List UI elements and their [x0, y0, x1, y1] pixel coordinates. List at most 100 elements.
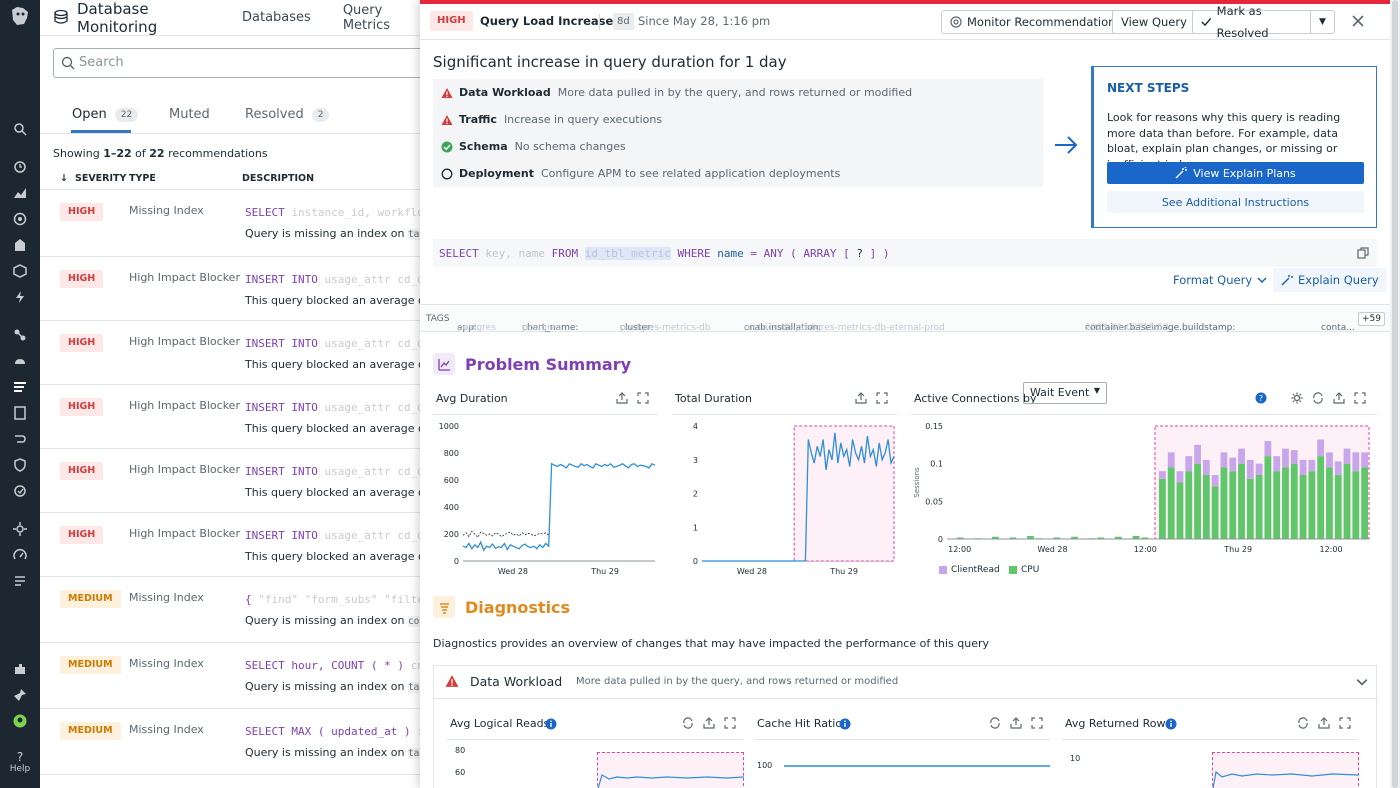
table-row[interactable]: HIGH High Impact Blocker INSERT INTO usage…: [40, 449, 420, 513]
cache-hit-ratio-widget: Cache Hit Ratio 100: [754, 717, 1050, 788]
bar-clientread: [1229, 457, 1237, 472]
table-row[interactable]: HIGH High Impact Blocker INSERT INTO usage…: [40, 321, 420, 385]
legend-cpu[interactable]: CPU: [1009, 565, 1039, 575]
expand-icon[interactable]: [876, 392, 888, 404]
tab-query-metrics[interactable]: Query Metrics: [342, 2, 391, 33]
help-nav-item[interactable]: ? Help: [0, 750, 40, 774]
security-nav-icon[interactable]: [10, 456, 30, 474]
scrollbar-thumb[interactable]: [1392, 0, 1398, 788]
recommendation-type: High Impact Blocker: [129, 271, 240, 284]
table-row[interactable]: HIGH High Impact Blocker INSERT INTO usage…: [40, 257, 420, 321]
expand-icon[interactable]: [1354, 392, 1366, 404]
monitor-recommendation-button[interactable]: Monitor Recommendation: [941, 10, 1125, 34]
settings-nav-icon[interactable]: [10, 520, 30, 538]
table-row[interactable]: MEDIUM Missing Index SELECT MAX ( updated_…: [40, 709, 420, 775]
dashboards-nav-icon[interactable]: [10, 184, 30, 202]
view-explain-plans-button[interactable]: View Explain Plans: [1107, 162, 1364, 184]
info-icon[interactable]: [839, 718, 851, 730]
monitors-nav-icon[interactable]: [10, 236, 30, 254]
explain-query-button[interactable]: Explain Query: [1273, 268, 1387, 292]
widget-icons: [682, 717, 736, 729]
y-tick-label: 4: [693, 422, 698, 431]
highlight-region: [597, 752, 744, 788]
table-row[interactable]: HIGH High Impact Blocker INSERT INTO usage…: [40, 513, 420, 577]
sync-icon[interactable]: [1297, 717, 1309, 729]
column-severity[interactable]: SEVERITY: [75, 173, 127, 184]
expand-icon[interactable]: [637, 392, 649, 404]
x-tick-label: Thu 29: [829, 567, 858, 576]
performance-nav-icon[interactable]: [10, 546, 30, 564]
sync-icon[interactable]: [682, 717, 694, 729]
table-row[interactable]: MEDIUM Missing Index SELECT hour, COUNT ( …: [40, 643, 420, 709]
share-icon[interactable]: [703, 717, 715, 729]
share-icon[interactable]: [1010, 717, 1022, 729]
info-icon[interactable]: [545, 718, 557, 730]
recommendation-type: Missing Index: [129, 591, 204, 604]
active-connections-chart: Sessions 0 0.05 0.1 0.15 12:00 Wed 28 12:00 Thu …: [913, 422, 1370, 554]
integrations-bottom-icon[interactable]: [10, 660, 30, 678]
more-tags-button[interactable]: +59: [1358, 312, 1385, 326]
pin-nav-icon[interactable]: [10, 686, 30, 704]
expand-icon[interactable]: [1031, 717, 1043, 729]
share-icon[interactable]: [1318, 717, 1330, 729]
integrations-nav-icon[interactable]: [10, 262, 30, 280]
table-row[interactable]: HIGH Missing Index SELECT instance_id, wor…: [40, 190, 420, 257]
column-type[interactable]: TYPE: [129, 173, 156, 184]
events-nav-icon[interactable]: [10, 288, 30, 306]
format-query-dropdown[interactable]: Format Query: [1173, 273, 1267, 287]
segment-open[interactable]: Open 22: [72, 107, 139, 122]
segment-resolved[interactable]: Resolved 2: [245, 107, 330, 122]
view-query-button[interactable]: View Query: [1112, 10, 1196, 34]
recent-nav-icon[interactable]: [10, 158, 30, 176]
table-row[interactable]: MEDIUM Missing Index { "find" "form_subs" …: [40, 577, 420, 643]
sort-arrow-icon[interactable]: ↓: [60, 173, 68, 184]
notebooks-nav-icon[interactable]: [10, 404, 30, 422]
ci-nav-icon[interactable]: [10, 572, 30, 590]
sync-icon[interactable]: [989, 717, 1001, 729]
age-badge: 8d: [613, 13, 634, 30]
share-icon[interactable]: [855, 392, 867, 404]
column-description[interactable]: DESCRIPTION: [242, 173, 315, 184]
resolve-dropdown-chevron-icon[interactable]: ▼: [1310, 11, 1334, 33]
share-icon[interactable]: [616, 392, 628, 404]
divider: [447, 739, 743, 740]
widget-title: Avg Returned Rows: [1065, 717, 1172, 730]
infrastructure-nav-icon[interactable]: [10, 352, 30, 370]
expand-icon[interactable]: [724, 717, 736, 729]
tab-databases[interactable]: Databases: [242, 10, 311, 25]
panel-scrollbar[interactable]: [1390, 0, 1400, 788]
share-icon[interactable]: [1333, 392, 1345, 404]
logs-nav-icon[interactable]: [10, 378, 30, 396]
table-row[interactable]: HIGH High Impact Blocker INSERT INTO usage…: [40, 385, 420, 449]
copy-icon[interactable]: [1357, 247, 1369, 259]
sync-icon[interactable]: [1312, 392, 1324, 404]
wait-event-select[interactable]: Wait Event ▼: [1023, 382, 1107, 404]
reason-schema: Schema No schema changes: [441, 140, 626, 153]
left-nav: ? Help: [0, 0, 40, 788]
recommendation-title: Query Load Increase: [480, 14, 614, 28]
search-nav-icon[interactable]: [10, 120, 30, 138]
legend-clientread[interactable]: ClientRead: [939, 565, 1000, 575]
gear-icon[interactable]: [1291, 392, 1303, 404]
wand-icon: [1175, 167, 1188, 179]
help-circle-icon[interactable]: ?: [1255, 392, 1267, 404]
data-workload-card[interactable]: Data Workload More data pulled in by the…: [433, 665, 1378, 788]
expand-icon[interactable]: [1339, 717, 1351, 729]
chevron-down-icon[interactable]: [1356, 676, 1368, 688]
info-icon[interactable]: [1165, 718, 1177, 730]
close-icon[interactable]: [1350, 13, 1366, 29]
segment-muted[interactable]: Muted: [169, 107, 210, 122]
bar-cpu: [1176, 482, 1184, 539]
datadog-logo-icon[interactable]: [8, 4, 32, 28]
user-avatar-icon[interactable]: [10, 712, 30, 730]
see-additional-instructions-button[interactable]: See Additional Instructions: [1107, 191, 1364, 213]
apm-nav-icon[interactable]: [10, 326, 30, 344]
mark-as-resolved-button[interactable]: Mark as Resolved ▼: [1192, 4, 1335, 40]
network-nav-icon[interactable]: [10, 430, 30, 448]
search-input[interactable]: Search: [53, 48, 420, 78]
series-line: [702, 432, 895, 562]
bar-clientread: [1194, 444, 1201, 464]
bar-clientread: [1317, 439, 1325, 457]
watchdog-nav-icon[interactable]: [10, 210, 30, 228]
synthetics-nav-icon[interactable]: [10, 482, 30, 500]
